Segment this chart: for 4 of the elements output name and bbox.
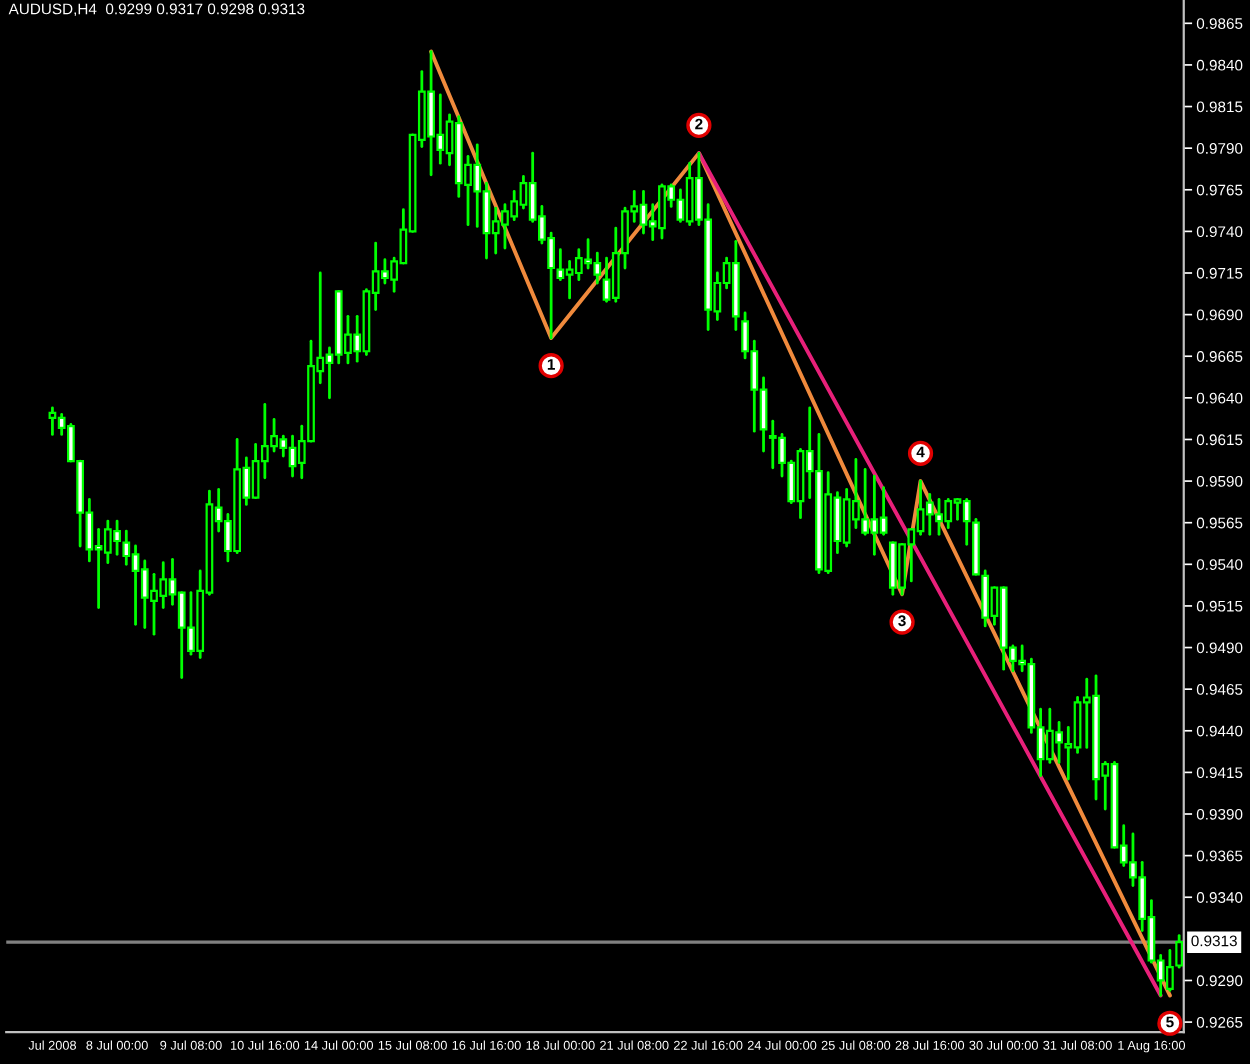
line-series bbox=[429, 49, 1172, 998]
candlestick bbox=[962, 498, 971, 546]
candlestick bbox=[981, 569, 990, 628]
candlestick bbox=[122, 529, 131, 566]
